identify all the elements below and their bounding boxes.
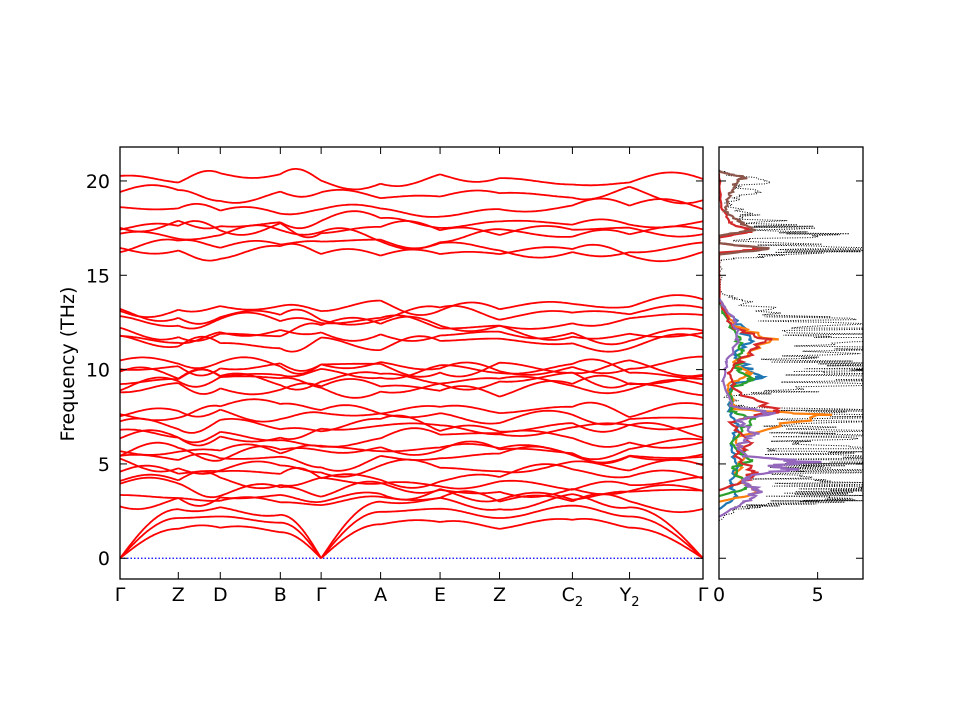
x-tick-label: Z bbox=[493, 584, 506, 606]
optical-band-line bbox=[120, 243, 703, 263]
optical-band-line bbox=[120, 311, 703, 330]
optical-band-line bbox=[120, 304, 703, 326]
dos-series-line bbox=[719, 297, 822, 518]
dos-series-line bbox=[719, 297, 757, 498]
dos-series-line bbox=[719, 169, 863, 521]
optical-band-line bbox=[120, 356, 703, 378]
acoustic-band-line bbox=[120, 518, 703, 559]
x-tick-label: D bbox=[213, 584, 228, 606]
dos-plot-frame bbox=[718, 146, 864, 580]
optical-band-line bbox=[120, 440, 703, 465]
dos-x-tick-label: 5 bbox=[812, 584, 824, 606]
band-lines bbox=[120, 168, 703, 559]
optical-band-line bbox=[120, 355, 703, 377]
optical-band-line bbox=[120, 398, 703, 422]
dos-x-tick-label: 0 bbox=[713, 584, 725, 606]
x-tick-label: C2 bbox=[562, 584, 584, 610]
x-tick-label: Γ bbox=[316, 584, 327, 606]
optical-band-line bbox=[120, 294, 703, 319]
dos-lines bbox=[719, 169, 863, 521]
y-tick-label: 10 bbox=[86, 360, 110, 382]
y-tick-label: 20 bbox=[86, 171, 110, 193]
y-axis-label: Frequency (THz) bbox=[57, 287, 79, 442]
optical-band-line bbox=[120, 333, 703, 353]
y-tick-label: 5 bbox=[98, 454, 110, 476]
x-tick-label: Γ bbox=[115, 584, 126, 606]
band-plot-frame bbox=[119, 146, 704, 580]
optical-band-line bbox=[120, 421, 703, 447]
dos-series-line bbox=[719, 173, 782, 492]
dos-series-line bbox=[719, 170, 770, 256]
y-tick-label: 0 bbox=[98, 548, 110, 570]
optical-band-line bbox=[120, 476, 703, 499]
optical-band-line bbox=[120, 210, 703, 233]
x-tick-label: B bbox=[274, 584, 287, 606]
optical-band-line bbox=[120, 184, 703, 205]
x-tick-label: Z bbox=[172, 584, 185, 606]
y-tick-label: 15 bbox=[86, 265, 110, 287]
optical-band-line bbox=[120, 427, 703, 449]
x-tick-label: E bbox=[434, 584, 446, 606]
acoustic-band-line bbox=[120, 504, 703, 559]
optical-band-line bbox=[120, 238, 703, 259]
x-tick-label: A bbox=[374, 584, 387, 606]
x-tick-label: Y2 bbox=[619, 584, 640, 610]
optical-band-line bbox=[120, 197, 703, 218]
optical-band-line bbox=[120, 168, 703, 191]
optical-band-line bbox=[120, 407, 703, 426]
x-tick-label: Γ bbox=[698, 584, 709, 606]
optical-band-line bbox=[120, 374, 703, 398]
optical-band-line bbox=[120, 437, 703, 461]
acoustic-band-line bbox=[120, 493, 703, 559]
